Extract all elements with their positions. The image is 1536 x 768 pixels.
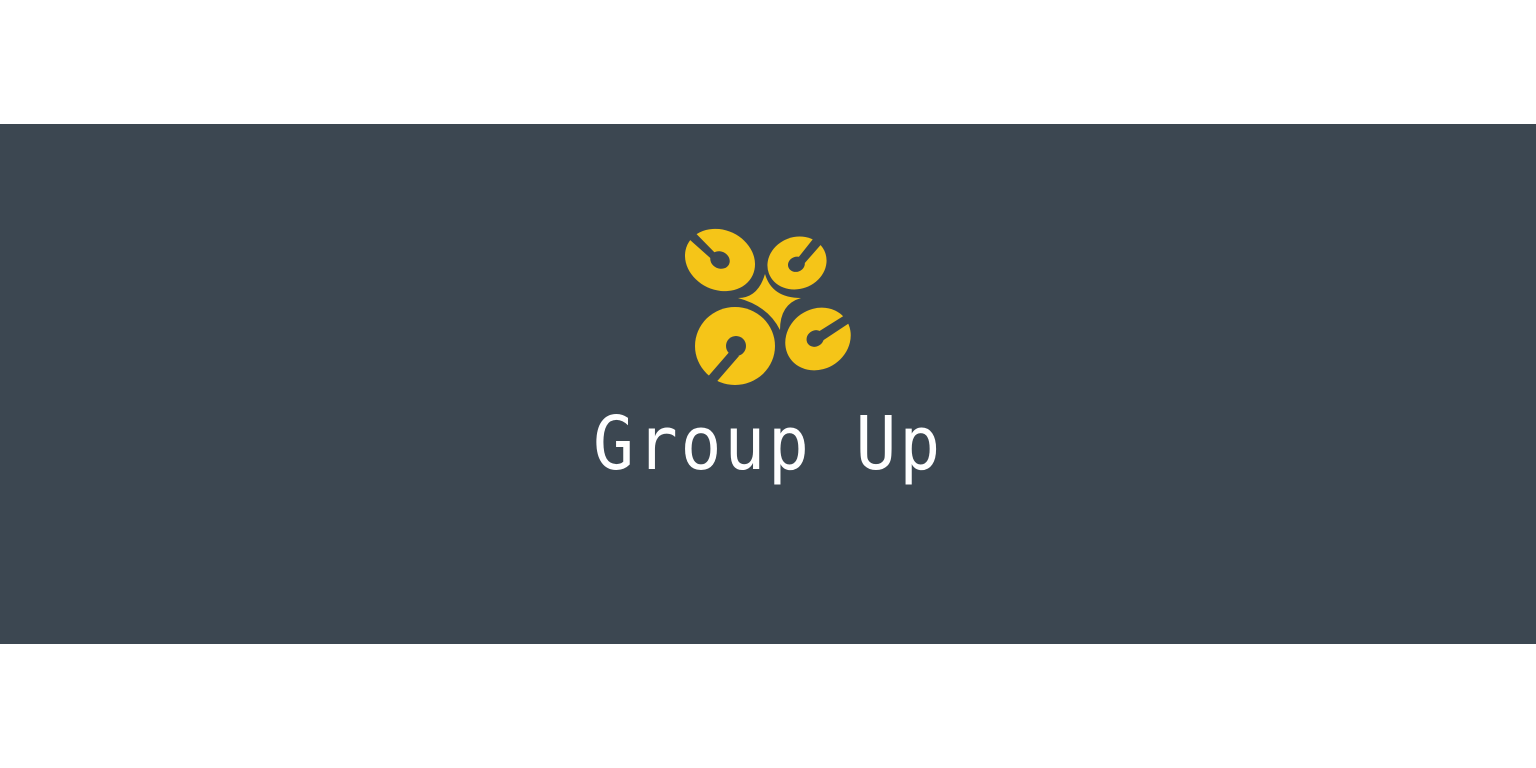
four-ring-cluster-logo-icon <box>683 226 852 386</box>
logo-ring-top-right <box>767 234 827 290</box>
logo-ring-top-left <box>683 226 756 292</box>
brand-name: Group Up <box>592 401 943 487</box>
logo-ring-bottom-right <box>785 307 852 371</box>
logo-center-star <box>738 274 801 330</box>
logo-ring-bottom-left <box>695 307 775 386</box>
banner-band <box>0 124 1536 644</box>
